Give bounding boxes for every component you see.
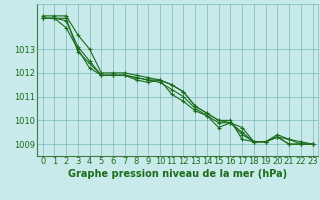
X-axis label: Graphe pression niveau de la mer (hPa): Graphe pression niveau de la mer (hPa) (68, 169, 287, 179)
